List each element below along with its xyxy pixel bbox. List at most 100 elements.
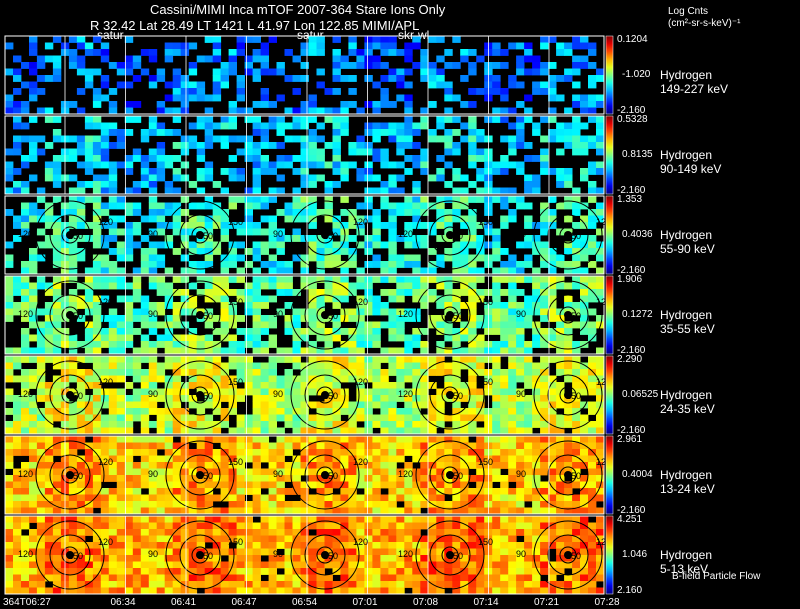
colorbar-mid-label: 0.1272 bbox=[622, 309, 653, 320]
heatmap-panel-6: 150 120 120 150 150 90 150 120 90 150 150 120 150 120… bbox=[4, 435, 611, 515]
contour-label: 150 bbox=[323, 551, 338, 561]
panel-species-label: Hydrogen bbox=[660, 548, 713, 562]
contour-label: 120 bbox=[398, 389, 413, 399]
contour-label: 120 bbox=[596, 537, 611, 547]
contour-label: 90 bbox=[516, 389, 526, 399]
contour-label: 120 bbox=[98, 377, 113, 387]
colorbar-mid-label: -1.020 bbox=[622, 69, 651, 80]
colorbar-6 bbox=[605, 435, 614, 515]
contour-label: 150 bbox=[448, 311, 463, 321]
contour-label: 150 bbox=[198, 311, 213, 321]
contour-label: 120 bbox=[18, 389, 33, 399]
contour-label: 150 bbox=[228, 377, 243, 387]
colorbar-mid-label: 1.046 bbox=[622, 549, 648, 560]
contour-label: 150 bbox=[198, 551, 213, 561]
panel-energy-label: 35-55 keV bbox=[660, 322, 715, 336]
colorbar-min-label: -2.160 bbox=[617, 425, 646, 436]
colorbar-max-label: 4.251 bbox=[617, 514, 643, 525]
marker-label-1: satur bbox=[97, 28, 124, 42]
panel-energy-label: 149-227 keV bbox=[660, 82, 729, 96]
colorbar-mid-label: 0.4004 bbox=[622, 469, 653, 480]
colorbar-max-label: 0.1204 bbox=[617, 34, 648, 45]
contour-label: 120 bbox=[398, 469, 413, 479]
contour-label: 120 bbox=[18, 469, 33, 479]
colorbar-unit: (cm²-sr-s-keV)⁻¹ bbox=[668, 18, 741, 29]
contour-label: 150 bbox=[448, 391, 463, 401]
contour-label: 150 bbox=[68, 231, 83, 241]
x-tick-label: 07:01 bbox=[352, 597, 378, 608]
panel-species-label: Hydrogen bbox=[660, 388, 713, 402]
panel-energy-label: 24-35 keV bbox=[660, 402, 715, 416]
colorbar-3 bbox=[605, 195, 614, 275]
contour-label: 150 bbox=[68, 471, 83, 481]
contour-label: 120 bbox=[18, 309, 33, 319]
contour-label: 150 bbox=[566, 311, 581, 321]
x-tick-label: 07:08 bbox=[413, 597, 439, 608]
panel-energy-label: 5-13 keV bbox=[660, 562, 709, 576]
colorbar-min-label: -2.160 bbox=[617, 185, 646, 196]
contour-label: 150 bbox=[228, 457, 243, 467]
contour-label: 120 bbox=[398, 549, 413, 559]
contour-label: 150 bbox=[448, 551, 463, 561]
x-tick-label: 06:41 bbox=[171, 597, 197, 608]
contour-label: 120 bbox=[353, 537, 368, 547]
contour-label: 90 bbox=[148, 309, 158, 319]
contour-label: 120 bbox=[596, 297, 611, 307]
contour-label: 120 bbox=[596, 217, 611, 227]
contour-label: 90 bbox=[148, 229, 158, 239]
panel-species-label: Hydrogen bbox=[660, 228, 713, 242]
contour-label: 120 bbox=[398, 229, 413, 239]
contour-label: 90 bbox=[273, 549, 283, 559]
contour-label: 150 bbox=[566, 391, 581, 401]
x-tick-label: 06:54 bbox=[292, 597, 318, 608]
contour-label: 90 bbox=[273, 229, 283, 239]
colorbar-7 bbox=[605, 515, 614, 595]
contour-label: 150 bbox=[68, 311, 83, 321]
contour-label: 150 bbox=[323, 471, 338, 481]
contour-label: 150 bbox=[478, 457, 493, 467]
contour-label: 150 bbox=[323, 311, 338, 321]
contour-label: 90 bbox=[516, 309, 526, 319]
contour-label: 150 bbox=[228, 297, 243, 307]
colorbar-mid-label: 0.4036 bbox=[622, 229, 653, 240]
colorbar-1 bbox=[605, 35, 614, 115]
contour-label: 150 bbox=[228, 217, 243, 227]
heatmap-panel-4: 150 120 120 150 150 90 150 120 90 150 150 120 150 120… bbox=[4, 275, 611, 355]
contour-label: 150 bbox=[478, 537, 493, 547]
panel-energy-label: 90-149 keV bbox=[660, 162, 722, 176]
contour-label: 150 bbox=[566, 231, 581, 241]
colorbar-min-label: -2.160 bbox=[617, 265, 646, 276]
x-tick-label: 07:14 bbox=[473, 597, 499, 608]
x-tick-label: 06:34 bbox=[110, 597, 136, 608]
contour-label: 90 bbox=[148, 469, 158, 479]
heatmap-panel-3: 150 120 120 150 150 90 150 120 90 150 150 120 150 120… bbox=[4, 195, 611, 275]
contour-label: 150 bbox=[448, 471, 463, 481]
contour-label: 150 bbox=[478, 297, 493, 307]
contour-label: 120 bbox=[353, 377, 368, 387]
colorbar-max-label: 0.5328 bbox=[617, 114, 648, 125]
colorbar-max-label: 2.961 bbox=[617, 434, 643, 445]
contour-label: 90 bbox=[273, 309, 283, 319]
heatmap-panel-2 bbox=[4, 115, 605, 195]
contour-label: 90 bbox=[148, 549, 158, 559]
contour-label: 150 bbox=[68, 551, 83, 561]
colorbar-min-label: -2.160 bbox=[617, 345, 646, 356]
panel-species-label: Hydrogen bbox=[660, 308, 713, 322]
footnote-text: B-field Particle Flow bbox=[672, 571, 761, 582]
chart-title: Cassini/MIMI Inca mTOF 2007-364 Stare Io… bbox=[150, 2, 446, 17]
x-tick-label: 06:47 bbox=[231, 597, 257, 608]
colorbar-min-label: -2.160 bbox=[617, 505, 646, 516]
contour-label: 150 bbox=[198, 471, 213, 481]
contour-label: 150 bbox=[478, 217, 493, 227]
contour-label: 150 bbox=[323, 391, 338, 401]
colorbar-title: Log Cnts bbox=[668, 6, 709, 17]
heatmap-panel-7: 150 120 120 150 150 90 150 120 90 150 150 120 150 120… bbox=[4, 515, 611, 595]
heatmap-panel-5: 150 120 120 150 150 90 150 120 90 150 150 120 150 120… bbox=[4, 355, 611, 435]
contour-label: 120 bbox=[353, 217, 368, 227]
contour-label: 120 bbox=[353, 297, 368, 307]
contour-label: 150 bbox=[228, 537, 243, 547]
contour-label: 150 bbox=[566, 551, 581, 561]
heatmap-panel-1 bbox=[4, 35, 605, 115]
contour-label: 120 bbox=[18, 229, 33, 239]
colorbar-mid-label: 0.06525 bbox=[622, 389, 659, 400]
